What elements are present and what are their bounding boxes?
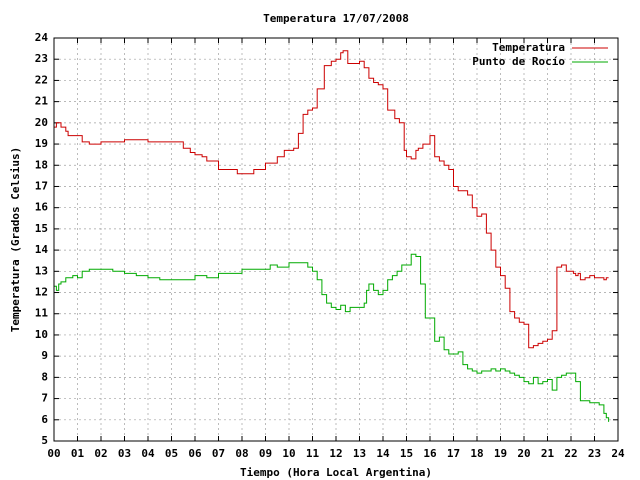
y-tick-label: 14 xyxy=(35,243,49,256)
legend-label: Temperatura xyxy=(492,41,565,54)
x-tick-label: 24 xyxy=(611,447,625,460)
x-tick-label: 00 xyxy=(47,447,60,460)
x-tick-label: 04 xyxy=(141,447,155,460)
y-tick-label: 13 xyxy=(35,264,48,277)
x-tick-label: 09 xyxy=(259,447,272,460)
x-tick-label: 07 xyxy=(212,447,225,460)
x-tick-label: 20 xyxy=(517,447,530,460)
x-axis-label: Tiempo (Hora Local Argentina) xyxy=(240,466,432,479)
y-tick-label: 23 xyxy=(35,52,48,65)
x-tick-label: 08 xyxy=(235,447,248,460)
y-tick-label: 15 xyxy=(35,222,48,235)
x-tick-label: 14 xyxy=(376,447,390,460)
y-tick-label: 6 xyxy=(41,413,48,426)
y-tick-label: 17 xyxy=(35,179,48,192)
x-tick-label: 10 xyxy=(282,447,295,460)
y-tick-label: 12 xyxy=(35,286,48,299)
x-tick-label: 13 xyxy=(353,447,366,460)
y-tick-label: 20 xyxy=(35,116,48,129)
x-tick-label: 01 xyxy=(71,447,85,460)
x-tick-label: 05 xyxy=(165,447,178,460)
grid xyxy=(54,38,618,441)
x-tick-label: 18 xyxy=(470,447,483,460)
temperature-series-line xyxy=(54,50,609,349)
x-tick-label: 02 xyxy=(94,447,107,460)
y-tick-label: 10 xyxy=(35,328,48,341)
x-tick-label: 23 xyxy=(588,447,601,460)
x-tick-label: 12 xyxy=(329,447,342,460)
y-tick-label: 8 xyxy=(41,370,48,383)
y-tick-label: 16 xyxy=(35,201,49,214)
y-tick-label: 21 xyxy=(35,95,49,108)
y-tick-label: 11 xyxy=(35,307,49,320)
y-tick-label: 24 xyxy=(35,31,49,44)
y-axis-label: Temperatura (Grados Celsius) xyxy=(9,147,22,332)
y-tick-label: 9 xyxy=(41,349,48,362)
y-tick-label: 5 xyxy=(41,434,48,447)
x-tick-label: 15 xyxy=(400,447,413,460)
x-tick-label: 19 xyxy=(494,447,507,460)
series-layer xyxy=(54,50,610,422)
x-tick-label: 22 xyxy=(564,447,577,460)
x-tick-label: 03 xyxy=(118,447,131,460)
x-tick-label: 11 xyxy=(306,447,320,460)
x-tick-label: 21 xyxy=(541,447,555,460)
x-tick-label: 06 xyxy=(188,447,202,460)
y-tick-label: 7 xyxy=(41,392,48,405)
plot-frame xyxy=(53,37,619,442)
y-tick-label: 22 xyxy=(35,73,48,86)
dewpoint-series-line xyxy=(54,253,610,422)
chart-title: Temperatura 17/07/2008 xyxy=(263,12,409,25)
y-tick-label: 19 xyxy=(35,137,48,150)
legend-label: Punto de Rocío xyxy=(472,55,565,68)
x-tick-label: 16 xyxy=(423,447,437,460)
x-tick-label: 17 xyxy=(447,447,460,460)
y-tick-label: 18 xyxy=(35,158,48,171)
